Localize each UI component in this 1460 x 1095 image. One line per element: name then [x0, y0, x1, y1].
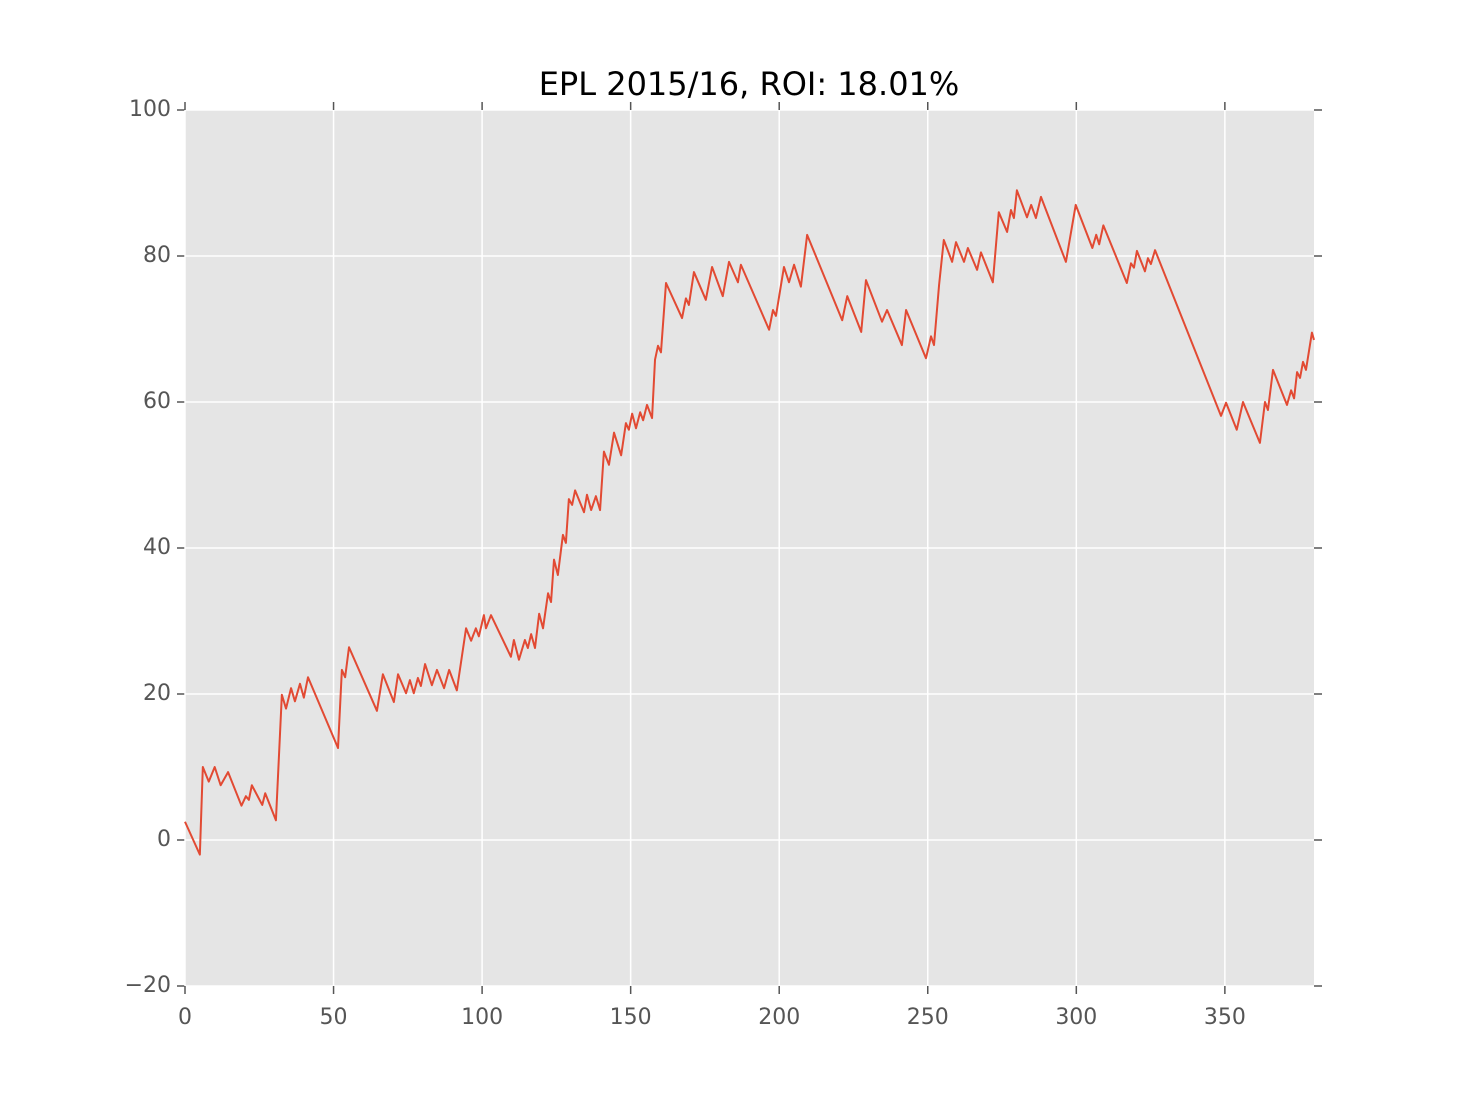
y-tick-label: 80: [143, 243, 171, 268]
y-tick-label: 40: [143, 535, 171, 560]
chart-title: EPL 2015/16, ROI: 18.01%: [539, 65, 960, 103]
data-line: [184, 189, 1315, 856]
x-tick-label: 150: [610, 1005, 652, 1030]
x-tick-label: 50: [320, 1005, 348, 1030]
x-tick-label: 350: [1204, 1005, 1246, 1030]
x-tick-label: 100: [461, 1005, 503, 1030]
y-tick-label: −20: [125, 973, 171, 998]
y-tick-label: 20: [143, 681, 171, 706]
x-tick-label: 0: [178, 1005, 192, 1030]
y-tick-label: 100: [129, 97, 171, 122]
y-tick-label: 0: [157, 827, 171, 852]
x-tick-label: 300: [1055, 1005, 1097, 1030]
x-tick-label: 200: [758, 1005, 800, 1030]
y-tick-label: 60: [143, 389, 171, 414]
x-tick-label: 250: [907, 1005, 949, 1030]
